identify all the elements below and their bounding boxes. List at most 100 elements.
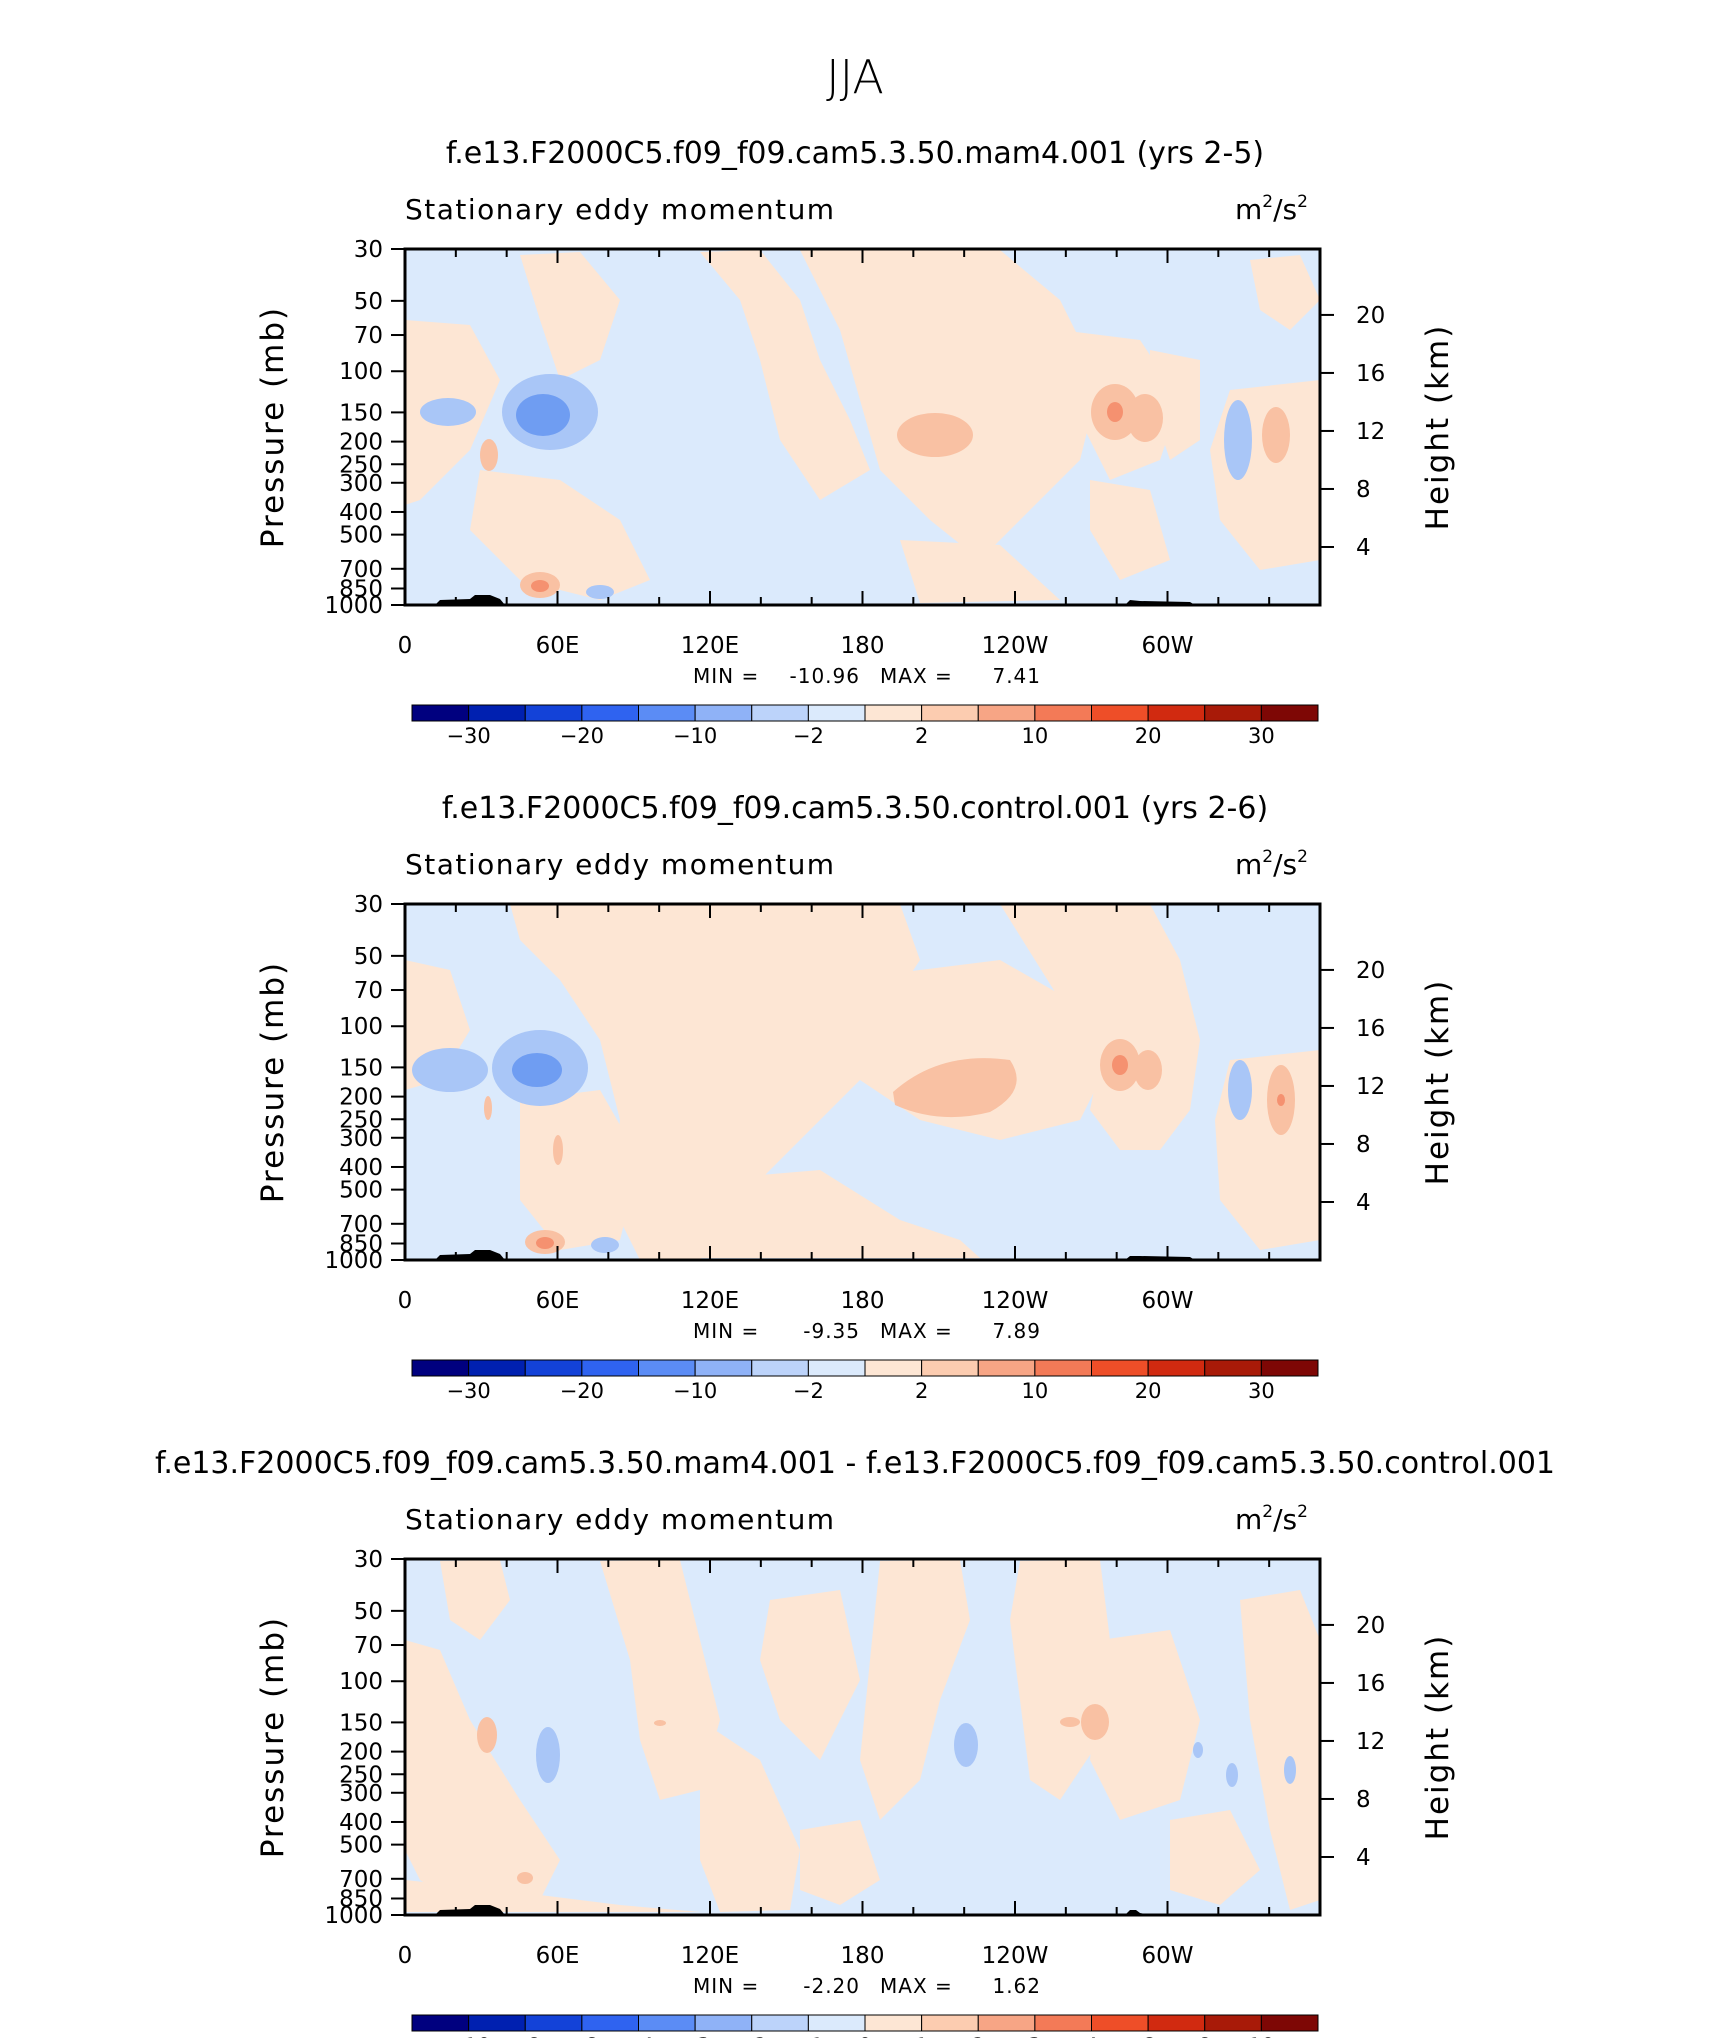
panel-2-left-string: Stationary eddy momentum (405, 848, 836, 881)
y-tick-label: 50 (354, 1599, 383, 1625)
y-tick-label: 850 (339, 577, 383, 603)
y-right-tick-label: 4 (1356, 535, 1371, 561)
colorbar-label: 0 (858, 2034, 871, 2038)
y-right-tick-label: 8 (1356, 1787, 1371, 1813)
colorbar-box (468, 704, 526, 722)
colorbar-box (807, 1359, 866, 1377)
y-tick-label: 1000 (324, 1248, 383, 1274)
y-tick-label: 400 (339, 1810, 383, 1836)
y-tick-label: 850 (339, 1232, 383, 1258)
colorbar-label: −10 (446, 2034, 490, 2038)
x-tick-label: 0 (398, 1943, 413, 1969)
y-tick-label: 500 (339, 1833, 383, 1859)
colorbar-label: −20 (560, 1379, 604, 1403)
x-tick-label: 120W (982, 1943, 1049, 1969)
panel-1-positive-regions (405, 250, 1320, 603)
colorbar-box (807, 2014, 866, 2032)
colorbar-box (1034, 2014, 1092, 2032)
panel-1-units: m2/s2 (1235, 192, 1308, 226)
y-axis-label: Pressure (mb) (255, 1616, 291, 1858)
colorbar-label: −20 (560, 724, 604, 748)
colorbar-box (751, 704, 809, 722)
colorbar-box (1260, 704, 1319, 722)
x-tick-label: 180 (841, 633, 885, 659)
page-title: JJA (826, 50, 884, 104)
colorbar-box (694, 1359, 753, 1377)
colorbar-box (1034, 704, 1092, 722)
panel-3-max-label: MAX = (880, 1974, 953, 1998)
colorbar-label: 8 (1198, 2034, 1211, 2038)
y-axis-label: Pressure (mb) (255, 306, 291, 548)
panel-1: f.e13.F2000C5.f09_f09.cam5.3.50.mam4.001… (255, 136, 1456, 748)
y-tick-label: 100 (339, 359, 383, 385)
panel-3-colorbar: −10−8−6−4−3−2−1012346810 (411, 2014, 1319, 2038)
x-tick-label: 60W (1141, 633, 1193, 659)
y-tick-label: 150 (339, 1055, 383, 1081)
y-tick-label: 100 (339, 1014, 383, 1040)
y-tick-label: 1000 (324, 1903, 383, 1929)
y-right-tick-label: 20 (1356, 958, 1385, 984)
colorbar-box (411, 2014, 470, 2032)
colorbar-box (864, 704, 923, 722)
colorbar-box (1204, 704, 1262, 722)
colorbar-box (1204, 2014, 1262, 2032)
panel-1-title: f.e13.F2000C5.f09_f09.cam5.3.50.mam4.001… (446, 136, 1264, 171)
panel-3-negative-regions (536, 1723, 1296, 1787)
y-tick-label: 250 (339, 1107, 383, 1133)
panel-3-min-value: -2.20 (803, 1974, 860, 1998)
y-right-tick-label: 16 (1356, 361, 1385, 387)
colorbar-box (411, 704, 470, 722)
colorbar-label: −1 (793, 2034, 824, 2038)
colorbar-box (751, 2014, 809, 2032)
colorbar-box (468, 1359, 526, 1377)
y-tick-label: 200 (339, 430, 383, 456)
y-right-tick-label: 8 (1356, 477, 1371, 503)
x-tick-label: 180 (841, 1943, 885, 1969)
colorbar-label: 10 (1022, 724, 1049, 748)
colorbar-label: 4 (1085, 2034, 1098, 2038)
colorbar-box (921, 1359, 979, 1377)
colorbar-box (977, 2014, 1036, 2032)
colorbar-label: 10 (1022, 1379, 1049, 1403)
y-tick-label: 50 (354, 944, 383, 970)
y-tick-label: 300 (339, 471, 383, 497)
colorbar-box (638, 704, 696, 722)
panel-2-max-value: 7.89 (992, 1319, 1041, 1343)
y-tick-label: 150 (339, 400, 383, 426)
panel-1-left-string: Stationary eddy momentum (405, 193, 836, 226)
y-right-tick-label: 20 (1356, 303, 1385, 329)
colorbar-label: 20 (1135, 1379, 1162, 1403)
colorbar-box (694, 2014, 753, 2032)
panel-2-min-label: MIN = (693, 1319, 759, 1343)
colorbar-box (1147, 704, 1206, 722)
panel-1-strong-negative (516, 394, 570, 436)
panel-2-title: f.e13.F2000C5.f09_f09.cam5.3.50.control.… (442, 791, 1268, 826)
colorbar-box (1091, 2014, 1149, 2032)
panel-1-footer: MIN = -10.96 MAX = 7.41 (693, 664, 1040, 688)
y-axis-label: Pressure (mb) (255, 961, 291, 1203)
colorbar-label: −30 (446, 724, 490, 748)
colorbar-box (581, 2014, 639, 2032)
colorbar-box (694, 704, 753, 722)
panel-3-units: m2/s2 (1235, 1502, 1308, 1536)
y-right-tick-label: 12 (1356, 1729, 1385, 1755)
colorbar-label: 6 (1141, 2034, 1154, 2038)
y-tick-label: 50 (354, 289, 383, 315)
y-tick-label: 300 (339, 1126, 383, 1152)
panel-1-max-label: MAX = (880, 664, 953, 688)
colorbar-box (524, 704, 583, 722)
colorbar-box (807, 704, 866, 722)
panel-2-footer: MIN = -9.35 MAX = 7.89 (693, 1319, 1041, 1343)
y-tick-label: 850 (339, 1887, 383, 1913)
colorbar-box (1147, 1359, 1206, 1377)
x-tick-label: 120W (982, 1288, 1049, 1314)
colorbar-box (524, 1359, 583, 1377)
panel-3-plot-area (403, 1557, 1322, 1917)
y-tick-label: 30 (354, 237, 383, 263)
x-tick-label: 120E (681, 1288, 739, 1314)
colorbar-label: −6 (566, 2034, 597, 2038)
panel-2-max-label: MAX = (880, 1319, 953, 1343)
x-tick-label: 0 (398, 1288, 413, 1314)
colorbar-label: −2 (736, 2034, 767, 2038)
